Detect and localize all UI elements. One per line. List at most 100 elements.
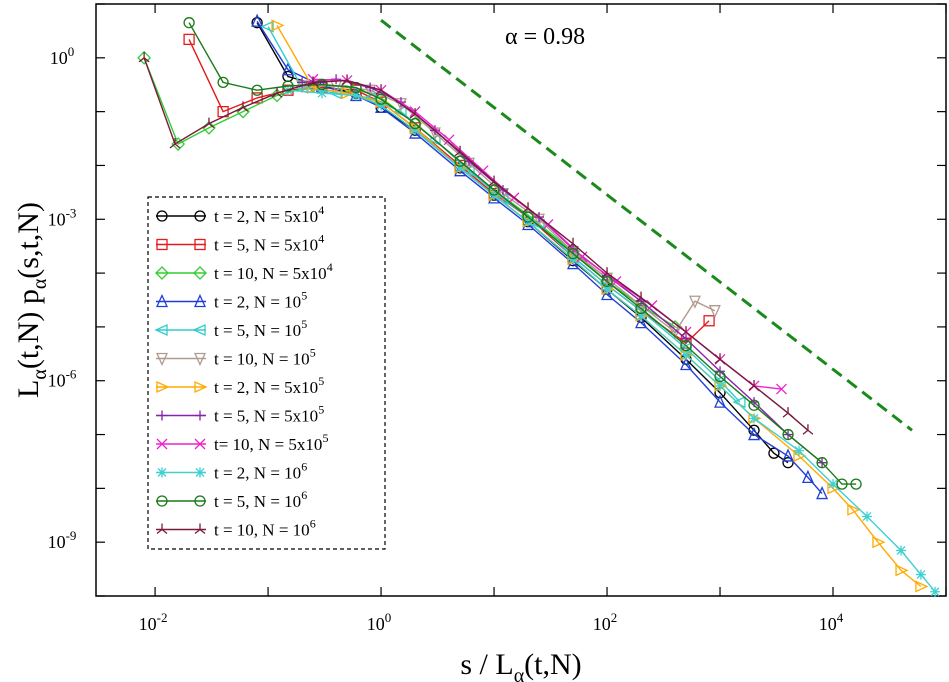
data-point — [749, 413, 760, 424]
series-line — [287, 89, 936, 593]
x-axis-label: s / Lα(t,N) — [460, 648, 581, 682]
legend-marker — [156, 523, 168, 535]
data-point — [410, 125, 421, 136]
data-point — [681, 350, 692, 361]
legend-entry: t = 10, N = 106 — [156, 517, 316, 540]
y-tick-label: 10-3 — [48, 205, 77, 229]
data-point — [680, 356, 693, 371]
data-point — [488, 175, 500, 187]
data-point — [748, 399, 760, 411]
data-point — [138, 51, 150, 63]
data-point — [522, 211, 534, 223]
data-point — [872, 536, 886, 549]
legend-marker — [194, 210, 206, 222]
series-line — [143, 57, 809, 431]
data-point — [477, 165, 489, 177]
data-point — [847, 503, 861, 516]
data-point — [836, 478, 848, 490]
data-point — [488, 184, 500, 196]
data-point — [260, 20, 274, 33]
legend-entry: t = 2, N = 106 — [156, 460, 307, 483]
legend-marker — [154, 323, 168, 337]
legend-label: t = 2, N = 5x105 — [214, 374, 324, 397]
data-point — [341, 74, 353, 85]
legend-marker — [156, 495, 168, 507]
data-point — [183, 17, 195, 29]
x-tick-label: 100 — [367, 610, 392, 634]
y-tick-label: 10-6 — [48, 367, 77, 391]
y-axis-label-text: Lα(t,N) pα(s,t,N) — [12, 202, 51, 398]
legend-marker — [194, 238, 206, 251]
data-point — [375, 84, 387, 95]
data-point — [816, 486, 829, 500]
data-point — [375, 93, 387, 105]
data-point — [801, 469, 814, 484]
axis-ticks: 10-2 100 102 104 100 10-3 10-6 10-9 — [48, 3, 947, 634]
data-point — [237, 101, 249, 112]
data-point — [376, 100, 387, 111]
data-point — [270, 88, 284, 103]
legend-entry: t = 5, N = 5x104 — [156, 232, 324, 255]
legend-marker — [156, 238, 168, 251]
legend-marker — [194, 380, 208, 394]
data-point — [782, 428, 794, 441]
data-point — [601, 286, 614, 301]
alpha-annotation: α = 0.98 — [505, 24, 585, 50]
data-point — [602, 284, 613, 295]
data-point — [714, 370, 726, 383]
series-group — [137, 13, 941, 597]
data-point — [137, 50, 152, 65]
data-point — [409, 108, 421, 119]
legend-marker — [155, 266, 169, 280]
data-point — [703, 315, 715, 327]
data-point — [681, 333, 692, 344]
data-point — [409, 117, 421, 130]
legend-label: t = 2, N = 105 — [214, 289, 307, 312]
data-point — [793, 445, 804, 456]
data-point — [680, 339, 692, 352]
legend-marker — [157, 410, 167, 421]
data-point — [567, 247, 579, 260]
data-point — [271, 87, 283, 98]
data-point — [895, 564, 909, 577]
data-point — [636, 310, 647, 321]
data-point — [251, 92, 263, 104]
data-point — [251, 13, 264, 27]
legend-label: t = 2, N = 106 — [214, 460, 307, 483]
x-axis-label-text: s / Lα(t,N) — [460, 648, 581, 682]
data-point — [341, 87, 355, 100]
data-point — [601, 267, 613, 278]
y-tick-label: 100 — [50, 44, 75, 68]
x-tick-label: 10-2 — [139, 610, 168, 634]
legend-marker — [156, 210, 168, 222]
legend-label: t = 10, N = 106 — [214, 517, 316, 540]
data-point — [708, 305, 721, 319]
legend-label: t = 5, N = 106 — [214, 488, 307, 511]
data-point — [748, 379, 760, 391]
legend-label: t = 5, N = 5x104 — [214, 232, 324, 255]
data-point — [635, 291, 647, 303]
data-point — [915, 580, 929, 593]
legend-marker — [193, 266, 207, 280]
data-point — [714, 353, 726, 364]
legend-marker — [156, 438, 168, 450]
legend-entry: t= 10, N = 5x105 — [156, 431, 328, 454]
data-point — [828, 479, 839, 490]
data-point — [350, 90, 361, 101]
data-point — [635, 315, 648, 329]
data-point — [217, 76, 229, 89]
series-line — [302, 85, 716, 334]
legend-entry: t = 2, N = 5x105 — [156, 374, 324, 397]
data-point — [715, 380, 726, 391]
data-point — [782, 407, 794, 418]
data-point — [271, 19, 285, 32]
data-point — [896, 545, 907, 556]
legend-marker — [194, 495, 206, 507]
data-point — [251, 84, 263, 96]
data-point — [455, 162, 466, 173]
data-point — [782, 448, 795, 462]
data-point — [169, 138, 181, 149]
data-point — [601, 275, 613, 288]
legend-entry: t = 5, N = 105 — [154, 317, 307, 340]
legend-marker — [155, 293, 169, 308]
